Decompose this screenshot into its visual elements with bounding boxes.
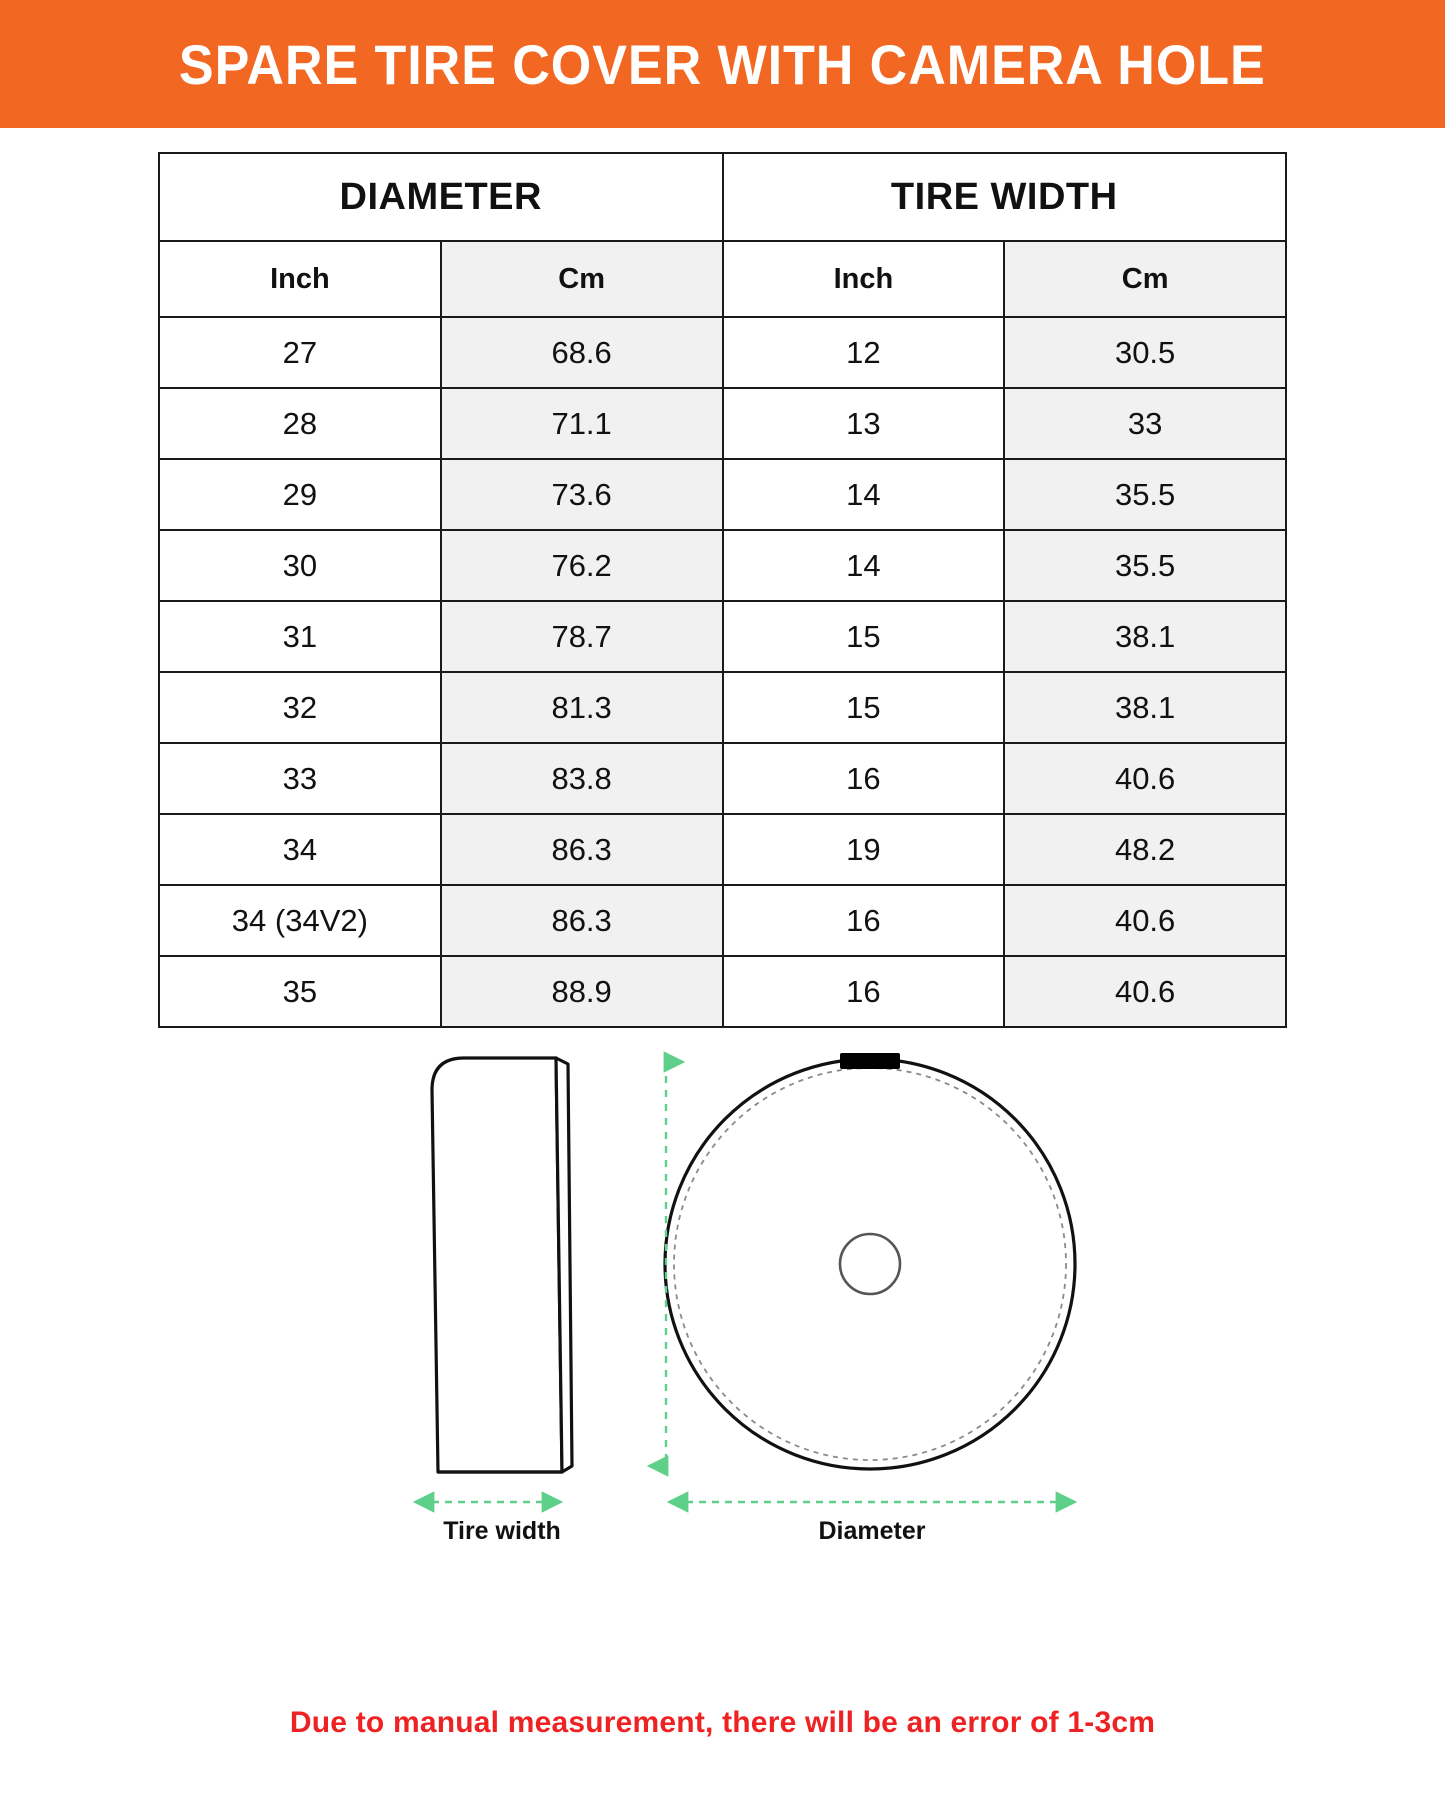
cell-diameter-inch: 30: [158, 529, 442, 602]
cell-diameter-inch: 34: [158, 813, 442, 886]
cell-diameter-inch: 32: [158, 671, 442, 744]
table-row: 35 88.9 16 40.6: [158, 955, 1287, 1028]
cell-diameter-cm: 86.3: [439, 813, 724, 886]
side-view-tire-cover: [430, 1056, 574, 1474]
cell-width-inch: 16: [721, 955, 1006, 1028]
cell-width-cm: 48.2: [1003, 813, 1287, 886]
cell-diameter-cm: 88.9: [439, 955, 724, 1028]
size-table-container: DIAMETER TIRE WIDTH Inch Cm Inch Cm 27 6…: [158, 152, 1287, 1028]
table-row: 28 71.1 13 33: [158, 387, 1287, 460]
cell-diameter-inch: 34 (34V2): [158, 884, 442, 957]
table-row: 34 86.3 19 48.2: [158, 813, 1287, 886]
cell-width-cm: 35.5: [1003, 458, 1287, 531]
cell-diameter-cm: 71.1: [439, 387, 724, 460]
cell-width-inch: 16: [721, 884, 1006, 957]
group-header-diameter: DIAMETER: [158, 152, 724, 242]
group-header-tire-width: TIRE WIDTH: [721, 152, 1287, 242]
cell-width-inch: 16: [721, 742, 1006, 815]
cell-diameter-inch: 31: [158, 600, 442, 673]
column-header-width-inch: Inch: [721, 240, 1006, 318]
cell-width-cm: 40.6: [1003, 742, 1287, 815]
cell-width-cm: 40.6: [1003, 884, 1287, 957]
diameter-label: Diameter: [819, 1517, 926, 1545]
tire-width-label: Tire width: [443, 1517, 561, 1545]
cell-width-inch: 14: [721, 458, 1006, 531]
cell-width-cm: 30.5: [1003, 316, 1287, 389]
cell-width-inch: 19: [721, 813, 1006, 886]
cell-diameter-inch: 27: [158, 316, 442, 389]
measurement-disclaimer: Due to manual measurement, there will be…: [289, 1706, 1156, 1739]
table-row: 32 81.3 15 38.1: [158, 671, 1287, 744]
table-row: 33 83.8 16 40.6: [158, 742, 1287, 815]
cell-diameter-cm: 83.8: [439, 742, 724, 815]
cell-width-inch: 15: [721, 600, 1006, 673]
camera-hole-icon: [838, 1232, 902, 1296]
cell-width-cm: 33: [1003, 387, 1287, 460]
column-header-width-cm: Cm: [1003, 240, 1287, 318]
cell-width-cm: 38.1: [1003, 671, 1287, 744]
table-row: 27 68.6 12 30.5: [158, 316, 1287, 389]
cell-diameter-cm: 73.6: [439, 458, 724, 531]
cell-width-inch: 13: [721, 387, 1006, 460]
cell-diameter-inch: 28: [158, 387, 442, 460]
cell-diameter-cm: 76.2: [439, 529, 724, 602]
table-group-header-row: DIAMETER TIRE WIDTH: [158, 152, 1287, 242]
table-row: 30 76.2 14 35.5: [158, 529, 1287, 602]
cell-width-inch: 14: [721, 529, 1006, 602]
page-title: SPARE TIRE COVER WITH CAMERA HOLE: [179, 32, 1266, 96]
size-table: DIAMETER TIRE WIDTH Inch Cm Inch Cm 27 6…: [158, 152, 1287, 1028]
front-view-tire-cover: [663, 1053, 1077, 1471]
cell-width-cm: 35.5: [1003, 529, 1287, 602]
cell-diameter-inch: 29: [158, 458, 442, 531]
side-view-body: [430, 1056, 564, 1474]
table-row: 29 73.6 14 35.5: [158, 458, 1287, 531]
cell-width-cm: 40.6: [1003, 955, 1287, 1028]
cell-width-inch: 15: [721, 671, 1006, 744]
cell-diameter-cm: 68.6: [439, 316, 724, 389]
table-row: 31 78.7 15 38.1: [158, 600, 1287, 673]
cell-diameter-cm: 86.3: [439, 884, 724, 957]
cell-diameter-inch: 33: [158, 742, 442, 815]
side-view-edge-band: [554, 1056, 574, 1474]
cell-diameter-inch: 35: [158, 955, 442, 1028]
cell-diameter-cm: 78.7: [439, 600, 724, 673]
table-column-header-row: Inch Cm Inch Cm: [158, 240, 1287, 318]
diagram-svg: Tire width Diameter: [412, 1051, 1078, 1545]
column-header-diameter-inch: Inch: [158, 240, 442, 318]
page-banner: SPARE TIRE COVER WITH CAMERA HOLE: [0, 0, 1445, 128]
measurement-diagram: Tire width Diameter: [158, 1042, 1287, 1702]
cell-width-inch: 12: [721, 316, 1006, 389]
table-row: 34 (34V2) 86.3 16 40.6: [158, 884, 1287, 957]
column-header-diameter-cm: Cm: [439, 240, 724, 318]
cell-width-cm: 38.1: [1003, 600, 1287, 673]
camera-notch-icon: [840, 1053, 900, 1069]
size-table-body: 27 68.6 12 30.5 28 71.1 13 33 29 73.6 14…: [158, 316, 1287, 1028]
cell-diameter-cm: 81.3: [439, 671, 724, 744]
